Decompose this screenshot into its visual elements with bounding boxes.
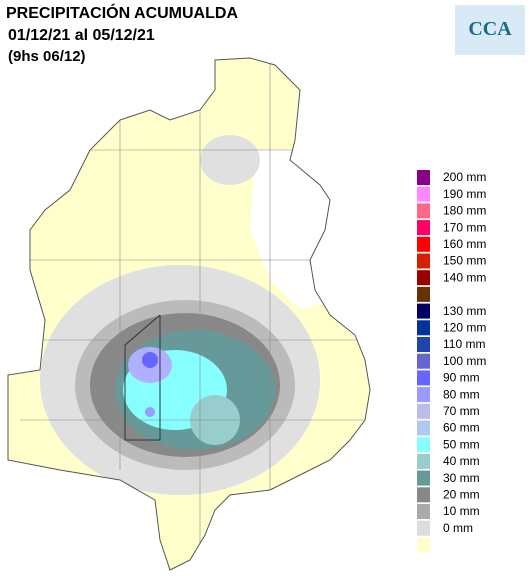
legend-swatch <box>417 453 430 469</box>
title: PRECIPITACIÓN ACUMUALDA <box>6 3 238 22</box>
legend-label: 120 mm <box>443 320 486 334</box>
legend-swatch <box>417 203 430 219</box>
legend-swatch <box>417 470 430 486</box>
legend-label: 170 mm <box>443 220 486 234</box>
legend-label: 10 mm <box>443 504 480 518</box>
legend-label: 190 mm <box>443 187 486 201</box>
legend-label: 80 mm <box>443 387 480 401</box>
outline <box>7 57 371 571</box>
legend-label: 140 mm <box>443 270 486 284</box>
logo-text: CCA <box>468 18 512 40</box>
legend-label: 200 mm <box>443 170 486 184</box>
rain-area <box>200 135 260 185</box>
legend-label: 30 mm <box>443 471 480 485</box>
legend-swatch <box>417 253 430 269</box>
legend-swatch <box>417 303 430 319</box>
legend-swatch <box>417 236 430 252</box>
rain-area <box>142 352 158 368</box>
district-lines <box>20 60 370 560</box>
legend-swatch <box>417 504 430 519</box>
legend-swatch <box>417 320 430 336</box>
rain-area <box>145 407 155 417</box>
map <box>7 57 371 571</box>
legend-label: 100 mm <box>443 354 486 368</box>
legend-swatch <box>417 387 430 403</box>
period: 01/12/21 al 05/12/21 <box>8 27 155 44</box>
legend-label: 20 mm <box>443 487 480 501</box>
legend-swatch <box>417 270 430 286</box>
logo: CCA <box>455 5 525 55</box>
time: (9hs 06/12) <box>8 48 86 65</box>
legend-swatch <box>417 420 430 436</box>
legend-swatch <box>417 353 430 369</box>
legend-label: 110 mm <box>443 337 485 351</box>
legend-label: 0 mm <box>443 521 473 535</box>
legend-label: 130 mm <box>443 304 486 318</box>
legend-label: 160 mm <box>443 237 486 251</box>
legend-swatch <box>417 537 430 553</box>
legend-label: 150 mm <box>443 254 486 268</box>
legend-label: 70 mm <box>443 404 480 418</box>
legend-swatch <box>417 437 430 453</box>
legend-swatch <box>417 186 430 202</box>
legend-label: 60 mm <box>443 421 480 435</box>
legend-label: 40 mm <box>443 454 480 468</box>
legend-label: 180 mm <box>443 204 486 218</box>
legend-swatch <box>417 220 430 236</box>
legend-swatch <box>417 337 430 352</box>
legend-swatch <box>417 487 430 503</box>
province-border <box>124 314 161 441</box>
legend-label: 90 mm <box>443 371 480 385</box>
legend-swatch <box>417 170 430 185</box>
legend-swatch <box>417 403 430 419</box>
legend-swatch <box>417 520 430 536</box>
legend-label: 50 mm <box>443 437 480 451</box>
legend-swatch <box>417 286 430 302</box>
logo-box <box>455 5 525 55</box>
legend-swatch <box>417 370 430 386</box>
